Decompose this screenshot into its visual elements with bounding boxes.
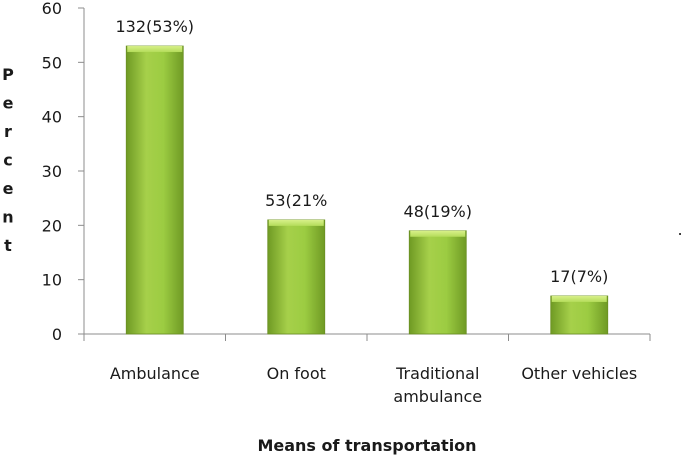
data-label: 53(21% [265,191,327,210]
y-tick-label: 20 [42,216,62,235]
y-tick-label: 30 [42,162,62,181]
y-tick-label: 40 [42,108,62,127]
y-tick-label: 0 [52,325,62,344]
data-label: 48(19%) [404,202,472,221]
bars [125,45,609,335]
y-axis-title-letter: c [3,151,12,170]
stray-mark: . [677,220,682,239]
bar-cap [127,46,183,53]
y-tick-label: 50 [42,53,62,72]
y-tick-label: 10 [42,271,62,290]
category-labels: Ambulance On foot Traditional ambulance Othe… [110,364,637,406]
bar-body [267,219,326,335]
bar [550,295,609,335]
bar-body [125,45,184,335]
bar-body [408,230,467,335]
bar [125,45,184,335]
y-axis-title-letter: n [2,208,13,227]
bar-cap [268,219,324,226]
bar-body [550,295,609,335]
y-axis-title-letter: t [4,236,12,255]
bar-cap [551,295,607,302]
y-axis-title-letter: r [4,122,12,141]
x-axis [83,333,651,341]
category-label: On foot [267,364,326,383]
y-axis: 0 10 20 30 40 50 60 [42,0,85,344]
y-axis-title-letter: e [3,94,14,113]
data-labels: 132(53%) 53(21% 48(19%) 17(7%) [115,17,608,286]
data-label: 17(7%) [550,267,608,286]
data-label: 132(53%) [115,17,194,36]
category-label: Ambulance [110,364,200,383]
x-axis-title: Means of transportation [257,436,476,455]
y-axis-title-letter: e [3,179,14,198]
bar [408,230,467,335]
category-label: ambulance [393,387,482,406]
bar-cap [410,230,466,237]
category-label: Other vehicles [521,364,637,383]
category-label: Traditional [395,364,479,383]
y-tick-label: 60 [42,0,62,18]
y-axis-title-letter: P [2,65,14,84]
bar [267,219,326,335]
